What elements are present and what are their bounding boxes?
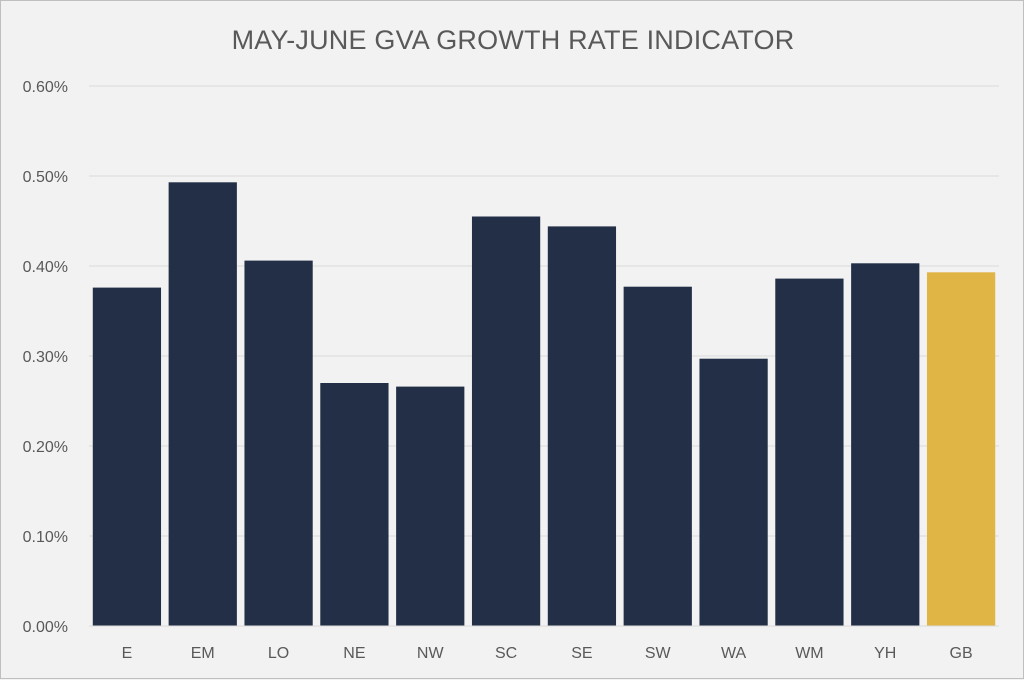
- bar-lo: [244, 260, 313, 626]
- x-tick-label: SW: [645, 645, 672, 662]
- x-tick-label: EM: [191, 645, 215, 662]
- bar-sw: [623, 286, 692, 626]
- x-tick-label: WA: [721, 645, 747, 662]
- chart-title: MAY-JUNE GVA GROWTH RATE INDICATOR: [232, 25, 795, 55]
- gridlines: [89, 85, 999, 627]
- bar-em: [168, 182, 237, 627]
- x-tick-label: NW: [417, 645, 445, 662]
- bars: [89, 182, 999, 627]
- x-tick-label: E: [122, 645, 133, 662]
- bar-nw: [396, 386, 465, 626]
- y-tick-label: 0.40%: [23, 259, 68, 276]
- x-tick-label: SE: [571, 645, 592, 662]
- y-tick-label: 0.20%: [23, 439, 68, 456]
- x-tick-label: SC: [495, 645, 517, 662]
- bar-sc: [471, 216, 541, 626]
- y-axis-ticks: 0.00% 0.10% 0.20% 0.30% 0.40% 0.50% 0.60%: [23, 79, 68, 636]
- y-tick-label: 0.60%: [23, 79, 68, 96]
- bar-wa: [699, 358, 768, 626]
- bar-gb: [926, 272, 996, 626]
- y-tick-label: 0.10%: [23, 529, 68, 546]
- bar-yh: [851, 263, 920, 626]
- y-tick-label: 0.30%: [23, 349, 68, 366]
- x-tick-label: LO: [268, 645, 289, 662]
- y-tick-label: 0.50%: [23, 169, 68, 186]
- bar-se: [547, 226, 617, 626]
- x-axis-categories: E EM LO NE NW SC SE SW WA WM YH GB: [122, 645, 973, 662]
- bar-e: [92, 287, 162, 626]
- bar-ne: [320, 383, 389, 626]
- x-tick-label: GB: [950, 645, 973, 662]
- x-tick-label: YH: [874, 645, 896, 662]
- bar-wm: [775, 278, 844, 626]
- x-tick-label: WM: [795, 645, 823, 662]
- x-tick-label: NE: [343, 645, 365, 662]
- y-tick-label: 0.00%: [23, 619, 68, 636]
